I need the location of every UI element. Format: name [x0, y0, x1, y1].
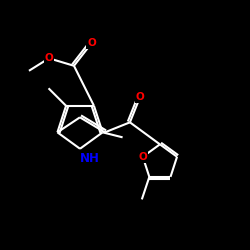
Text: O: O: [44, 53, 53, 63]
Text: O: O: [138, 152, 147, 162]
Text: O: O: [87, 38, 96, 48]
Text: NH: NH: [80, 152, 100, 165]
Text: O: O: [136, 92, 144, 102]
